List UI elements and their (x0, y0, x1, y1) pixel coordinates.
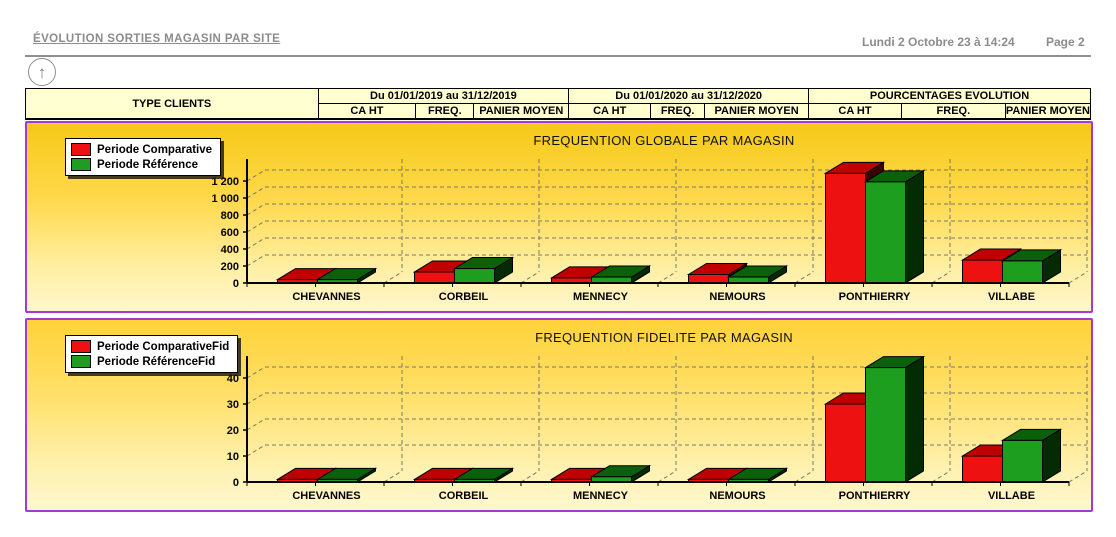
gridline (383, 271, 403, 284)
category-label: NEMOURS (709, 291, 765, 303)
y-tick-label: 200 (221, 261, 239, 273)
gridline (794, 470, 814, 483)
bar (865, 181, 906, 284)
col-type-clients: TYPE CLIENTS (25, 88, 319, 120)
category-label: CORBEIL (439, 291, 489, 303)
bar (414, 271, 455, 284)
chart-title-fidelite: FREQUENTION FIDELITE PAR MAGASIN (535, 330, 793, 345)
y-tick-label: 30 (227, 399, 239, 411)
report-title-link[interactable]: ÉVOLUTION SORTIES MAGASIN PAR SITE (33, 33, 281, 45)
legend-label: Periode Comparative (97, 143, 213, 156)
col-evo-ca-ht: CA HT (808, 103, 902, 120)
gridline (520, 271, 540, 284)
bar (454, 268, 495, 284)
col-group-2020: Du 01/01/2020 au 31/12/2020 (568, 88, 810, 104)
gridline (931, 271, 951, 284)
type-clients-header-table: TYPE CLIENTS Du 01/01/2019 au 31/12/2019… (25, 88, 1092, 120)
gridline (246, 220, 266, 233)
gridline (246, 186, 266, 199)
category-label: CHEVANNES (292, 291, 360, 303)
gridline (246, 366, 266, 379)
category-label: PONTHIERRY (839, 291, 911, 303)
bar (688, 274, 729, 284)
category-label: VILLABE (988, 291, 1035, 303)
category-label: VILLABE (988, 490, 1035, 502)
legend-swatch-green (71, 355, 91, 368)
col-2019-freq: FREQ. (415, 103, 475, 120)
category-label: CHEVANNES (292, 490, 360, 502)
category-label: CORBEIL (439, 490, 489, 502)
page-number: Page 2 (1046, 35, 1085, 49)
legend-item: Periode Référence (71, 157, 212, 172)
gridline (246, 392, 266, 405)
bar (1002, 439, 1043, 483)
gridline (794, 271, 814, 284)
col-evo-freq: FREQ. (900, 103, 1006, 120)
scroll-to-top-icon[interactable]: ↑ (28, 58, 56, 86)
y-tick-label: 0 (233, 278, 239, 290)
chart-panel-frequention-fidelite: 0 10 20 30 40 CHEVANNES CORBEIL MENNECY NEMOURS P… (25, 318, 1093, 512)
gridline (246, 254, 266, 267)
gridline (1068, 470, 1088, 483)
y-tick-label: 400 (221, 244, 239, 256)
gridline (246, 237, 266, 250)
legend-swatch-green (71, 158, 91, 171)
y-tick-label: 40 (227, 373, 239, 385)
gridline (383, 470, 403, 483)
bar (1002, 260, 1043, 284)
chart-panel-frequention-globale: 0 200 400 600 800 1 000 1 200 CHEVANNES CORBEIL M… (25, 121, 1093, 313)
gridline (246, 169, 266, 182)
bar-side-face (905, 355, 924, 483)
legend-item: Periode RéférenceFid (71, 354, 229, 369)
bar-side-face (905, 169, 924, 284)
legend-fidelite: Periode ComparativeFid Periode Référence… (65, 335, 239, 373)
report-datetime: Lundi 2 Octobre 23 à 14:24 (862, 35, 1015, 49)
category-label: NEMOURS (709, 490, 765, 502)
gridline (246, 203, 266, 216)
legend-swatch-red (71, 340, 91, 353)
gridline (657, 470, 677, 483)
y-tick-label: 600 (221, 227, 239, 239)
bar (865, 367, 906, 483)
legend-item: Periode ComparativeFid (71, 339, 229, 354)
y-tick-label: 1 000 (211, 193, 239, 205)
gridline (246, 418, 266, 431)
header-divider (25, 55, 1091, 57)
y-tick-label: 10 (227, 451, 239, 463)
bar (825, 403, 866, 483)
bar-chart-fidelite: 0 10 20 30 40 CHEVANNES CORBEIL MENNECY NEMOURS P… (227, 355, 1088, 502)
bar (962, 259, 1003, 284)
legend-label: Periode ComparativeFid (97, 340, 230, 353)
legend-label: Periode Référence (97, 158, 198, 171)
category-label: MENNECY (573, 490, 629, 502)
col-evo-panier-moyen: PANIER MOYEN (1004, 103, 1092, 120)
col-2019-panier-moyen: PANIER MOYEN (473, 103, 570, 120)
y-tick-label: 20 (227, 425, 239, 437)
gridline (520, 470, 540, 483)
legend-item: Periode Comparative (71, 142, 212, 157)
y-tick-label: 0 (233, 477, 239, 489)
bar (825, 172, 866, 284)
col-group-2019: Du 01/01/2019 au 31/12/2019 (317, 88, 570, 104)
col-group-evolution: POURCENTAGES EVOLUTION (808, 88, 1091, 104)
y-tick-label: 800 (221, 210, 239, 222)
gridline (246, 444, 266, 457)
legend-label: Periode RéférenceFid (97, 355, 216, 368)
category-label: MENNECY (573, 291, 629, 303)
gridline (931, 470, 951, 483)
col-2020-freq: FREQ. (650, 103, 706, 120)
bar (962, 455, 1003, 483)
col-2020-ca-ht: CA HT (568, 103, 652, 120)
bar-chart-globale: 0 200 400 600 800 1 000 1 200 CHEVANNES CORBEIL M… (211, 159, 1088, 303)
category-label: PONTHIERRY (839, 490, 911, 502)
chart-title-globale: FREQUENTION GLOBALE PAR MAGASIN (533, 133, 795, 148)
gridline (1068, 271, 1088, 284)
gridline (657, 271, 677, 284)
legend-swatch-red (71, 143, 91, 156)
y-tick-label: 1 200 (211, 176, 239, 188)
legend-globale: Periode Comparative Periode Référence (65, 138, 222, 176)
col-2019-ca-ht: CA HT (317, 103, 417, 120)
col-2020-panier-moyen: PANIER MOYEN (704, 103, 810, 120)
